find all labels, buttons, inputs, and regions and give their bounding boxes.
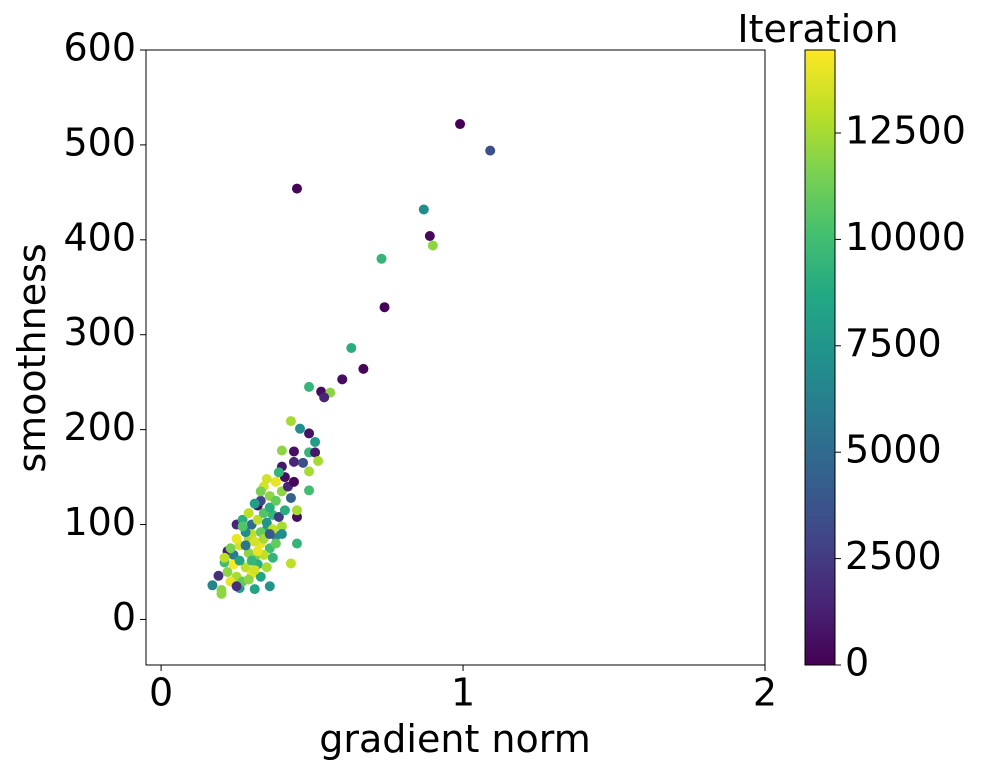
point [243, 574, 254, 585]
point [285, 558, 296, 569]
point [294, 423, 305, 434]
point [207, 580, 218, 591]
colorbar-tick-label: 2500 [845, 534, 942, 578]
y-tick-label: 500 [63, 120, 136, 164]
point [249, 565, 260, 576]
point [288, 476, 299, 487]
point [276, 529, 287, 540]
point [240, 540, 251, 551]
point [304, 428, 315, 439]
colorbar-tick-label: 5000 [845, 428, 942, 472]
point [376, 253, 387, 264]
point [255, 571, 266, 582]
point [270, 476, 281, 487]
x-tick-label: 2 [753, 671, 777, 715]
point [216, 588, 227, 599]
point [427, 240, 438, 251]
point [485, 145, 496, 156]
point [252, 546, 263, 557]
point [252, 514, 263, 525]
point [346, 343, 357, 354]
point [264, 581, 275, 592]
x-tick-label: 0 [149, 671, 173, 715]
x-tick-label: 1 [451, 671, 475, 715]
point [319, 392, 330, 403]
point [285, 492, 296, 503]
point [237, 521, 248, 532]
point [424, 231, 435, 242]
y-tick-label: 600 [63, 26, 136, 70]
point [213, 570, 224, 581]
point [246, 555, 257, 566]
point [270, 495, 281, 506]
point [304, 381, 315, 392]
y-axis-label: smoothness [10, 243, 54, 472]
colorbar-tick-label: 12500 [845, 108, 966, 152]
point [291, 183, 302, 194]
point [264, 529, 275, 540]
point [222, 566, 233, 577]
point [304, 466, 315, 477]
point [249, 536, 260, 547]
point [225, 543, 236, 554]
point [310, 436, 321, 447]
point [291, 505, 302, 516]
colorbar-label: Iteration [737, 7, 898, 51]
point [261, 562, 272, 573]
point [276, 521, 287, 532]
point [310, 447, 321, 458]
point [249, 498, 260, 509]
point [261, 517, 272, 528]
point [313, 455, 324, 466]
point [273, 511, 284, 522]
point [304, 485, 315, 496]
point [285, 416, 296, 427]
point [264, 502, 275, 513]
point [261, 473, 272, 484]
colorbar [804, 49, 836, 666]
point [291, 538, 302, 549]
point [249, 584, 260, 595]
point [243, 548, 254, 559]
point [337, 374, 348, 385]
point [455, 119, 466, 130]
point [267, 552, 278, 563]
point [234, 555, 245, 566]
y-tick-label: 400 [63, 215, 136, 259]
y-tick-label: 0 [112, 595, 136, 639]
x-axis-label: gradient norm [319, 717, 590, 761]
point [243, 508, 254, 519]
point [276, 445, 287, 456]
point [240, 562, 251, 573]
point [231, 533, 242, 544]
colorbar-tick-label: 10000 [845, 215, 966, 259]
point [255, 486, 266, 497]
point [270, 538, 281, 549]
point [379, 302, 390, 313]
point [418, 204, 429, 215]
point [358, 363, 369, 374]
point [288, 446, 299, 457]
point [273, 467, 284, 478]
point [288, 456, 299, 467]
point [298, 457, 309, 468]
y-tick-label: 300 [63, 310, 136, 354]
plot-frame [145, 49, 766, 666]
point [219, 552, 230, 563]
point [279, 505, 290, 516]
y-tick-label: 200 [63, 405, 136, 449]
colorbar-tick-label: 7500 [845, 321, 942, 365]
colorbar-tick-label: 0 [845, 641, 869, 685]
y-tick-label: 100 [63, 500, 136, 544]
point [231, 581, 242, 592]
